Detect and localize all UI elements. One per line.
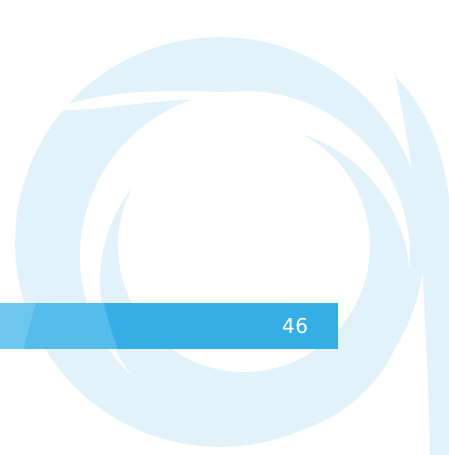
page-number: 46 (282, 314, 309, 338)
right-arc-shape (395, 76, 449, 455)
ring-gap-shape (50, 90, 305, 118)
